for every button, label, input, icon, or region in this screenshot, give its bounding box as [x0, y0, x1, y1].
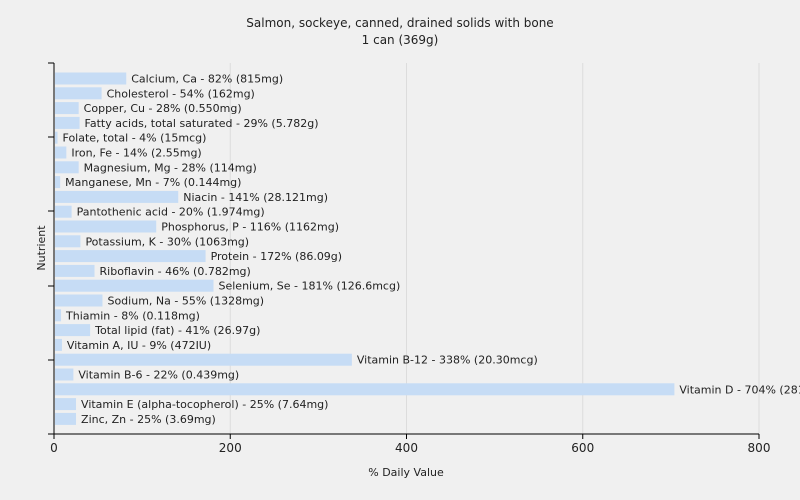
bar [55, 383, 675, 396]
bar-label: Manganese, Mn - 7% (0.144mg) [65, 176, 241, 189]
bar [55, 161, 79, 174]
x-axis-title: % Daily Value [368, 466, 444, 479]
bar-label: Selenium, Se - 181% (126.6mcg) [219, 280, 401, 293]
bar-label: Iron, Fe - 14% (2.55mg) [71, 147, 201, 160]
bar-label: Magnesium, Mg - 28% (114mg) [84, 161, 257, 174]
x-tick-label: 600 [571, 441, 594, 455]
bar [55, 398, 77, 411]
bar-label: Total lipid (fat) - 41% (26.97g) [94, 324, 260, 337]
bar-label: Riboflavin - 46% (0.782mg) [100, 265, 251, 278]
y-axis-title: Nutrient [35, 225, 48, 271]
bar [55, 146, 67, 159]
bar [55, 205, 72, 218]
bar-label: Cholesterol - 54% (162mg) [107, 87, 255, 100]
bar-label: Protein - 172% (86.09g) [211, 250, 343, 263]
bar-label: Vitamin B-6 - 22% (0.439mg) [78, 369, 239, 382]
bar-label: Vitamin B-12 - 338% (20.30mcg) [357, 354, 538, 367]
bar [55, 87, 102, 100]
chart-subtitle: 1 can (369g) [362, 33, 439, 47]
bar-label: Zinc, Zn - 25% (3.69mg) [81, 413, 216, 426]
bar [55, 116, 80, 129]
bar-label: Potassium, K - 30% (1063mg) [85, 235, 249, 248]
x-tick-label: 400 [395, 441, 418, 455]
bar [55, 250, 206, 263]
bar [55, 324, 91, 337]
bar [55, 353, 352, 366]
bar-label: Folate, total - 4% (15mcg) [63, 132, 207, 145]
bar-label: Sodium, Na - 55% (1328mg) [107, 295, 264, 308]
x-tick-label: 0 [50, 441, 58, 455]
axes-group: 0 200 400 600 800 [48, 62, 771, 455]
bar [55, 102, 79, 115]
bar [55, 412, 77, 425]
bar-label: Pantothenic acid - 20% (1.974mg) [77, 206, 265, 219]
grid-lines [229, 63, 760, 434]
bar [55, 279, 214, 292]
bar-label: Fatty acids, total saturated - 29% (5.78… [85, 117, 319, 130]
bar-label: Phosphorus, P - 116% (1162mg) [161, 221, 339, 234]
bar [55, 176, 61, 189]
bar-label: Vitamin D - 704% (2815IU) [679, 383, 800, 396]
bar-label: Copper, Cu - 28% (0.550mg) [84, 102, 242, 115]
bar-label: Calcium, Ca - 82% (815mg) [131, 73, 283, 86]
bar [55, 338, 62, 351]
bar [55, 309, 62, 322]
x-tick-label: 200 [219, 441, 242, 455]
bar-label: Niacin - 141% (28.121mg) [183, 191, 328, 204]
chart-title: Salmon, sockeye, canned, drained solids … [246, 16, 553, 30]
bar [55, 190, 179, 203]
bar [55, 72, 127, 85]
bar [55, 368, 74, 381]
bar [55, 220, 157, 233]
bar [55, 264, 95, 277]
bar [55, 235, 81, 248]
x-tick-label: 800 [748, 441, 771, 455]
bar-label: Vitamin A, IU - 9% (472IU) [67, 339, 211, 352]
bar [55, 131, 58, 144]
bars-group: Calcium, Ca - 82% (815mg)Cholesterol - 5… [55, 72, 800, 426]
bar [55, 294, 103, 307]
bar-label: Vitamin E (alpha-tocopherol) - 25% (7.64… [81, 398, 328, 411]
bar-label: Thiamin - 8% (0.118mg) [65, 309, 200, 322]
